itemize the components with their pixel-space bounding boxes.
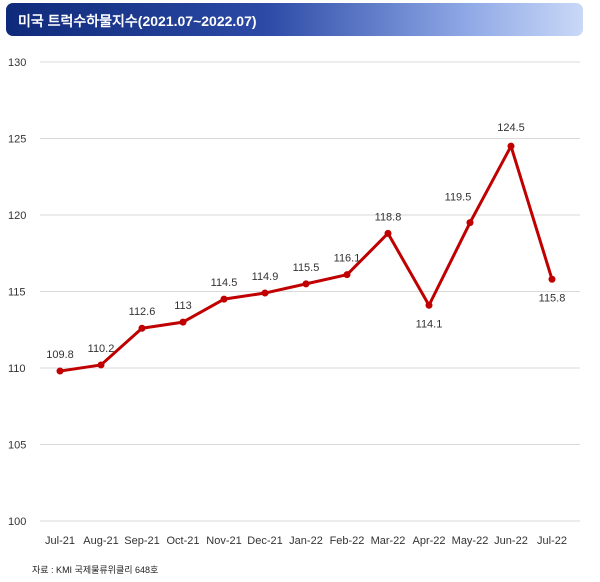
y-tick-label: 115 [8, 287, 26, 299]
source-note: 자료 : KMI 국제물류위클리 648호 [32, 565, 159, 575]
x-tick-label: Dec-21 [247, 535, 282, 547]
data-point [466, 219, 474, 227]
data-points [56, 142, 556, 375]
data-point [343, 271, 351, 279]
x-tick-label: Feb-22 [330, 535, 365, 547]
y-tick-label: 105 [8, 440, 26, 452]
x-tick-label: Sep-21 [124, 535, 159, 547]
data-point [384, 229, 392, 237]
data-point [220, 295, 228, 303]
x-tick-label: May-22 [452, 535, 489, 547]
data-point [261, 289, 269, 297]
x-tick-label: Nov-21 [206, 535, 241, 547]
y-axis-ticks: 100 105 110 115 120 125 130 [8, 57, 26, 528]
data-label: 115.8 [539, 292, 566, 304]
y-tick-label: 100 [8, 516, 26, 528]
data-label: 115.5 [293, 262, 320, 274]
series-line [59, 144, 554, 373]
data-labels: 109.8 110.2 112.6 113 114.5 114.9 115.5 116.1 11… [46, 122, 565, 361]
x-tick-label: Oct-21 [166, 535, 199, 547]
data-label: 113 [174, 300, 192, 312]
x-tick-label: Jul-22 [537, 535, 567, 547]
title-bar: 미국 트럭수하물지수(2021.07~2022.07) [6, 3, 583, 36]
x-tick-label: Jun-22 [494, 535, 528, 547]
x-tick-label: Aug-21 [83, 535, 118, 547]
data-label: 114.1 [416, 318, 443, 330]
y-tick-label: 125 [8, 134, 26, 146]
data-label: 114.5 [211, 277, 238, 289]
data-point [138, 324, 146, 332]
data-point [56, 367, 64, 375]
data-point [425, 301, 433, 309]
data-point [97, 361, 105, 369]
x-tick-label: Apr-22 [412, 535, 445, 547]
data-point [507, 142, 515, 150]
x-tick-label: Jan-22 [289, 535, 323, 547]
data-point [302, 280, 310, 288]
series-polyline [59, 144, 554, 373]
data-label: 109.8 [46, 349, 74, 361]
data-point [179, 318, 187, 326]
data-label: 118.8 [375, 211, 402, 223]
data-label: 116.1 [334, 253, 361, 265]
y-tick-label: 110 [8, 363, 26, 375]
x-tick-label: Jul-21 [45, 535, 75, 547]
data-label: 114.9 [252, 271, 279, 283]
data-label: 110.2 [88, 343, 115, 355]
data-label: 119.5 [445, 192, 472, 204]
y-tick-label: 120 [8, 210, 26, 222]
gridlines [40, 61, 580, 522]
data-label: 112.6 [129, 306, 156, 318]
x-tick-label: Mar-22 [371, 535, 406, 547]
x-axis-ticks: Jul-21 Aug-21 Sep-21 Oct-21 Nov-21 Dec-21 Jan-… [45, 535, 567, 547]
data-point [548, 275, 556, 283]
chart-title: 미국 트럭수하물지수(2021.07~2022.07) [18, 13, 257, 29]
data-label: 124.5 [497, 122, 525, 134]
y-tick-label: 130 [8, 57, 26, 69]
